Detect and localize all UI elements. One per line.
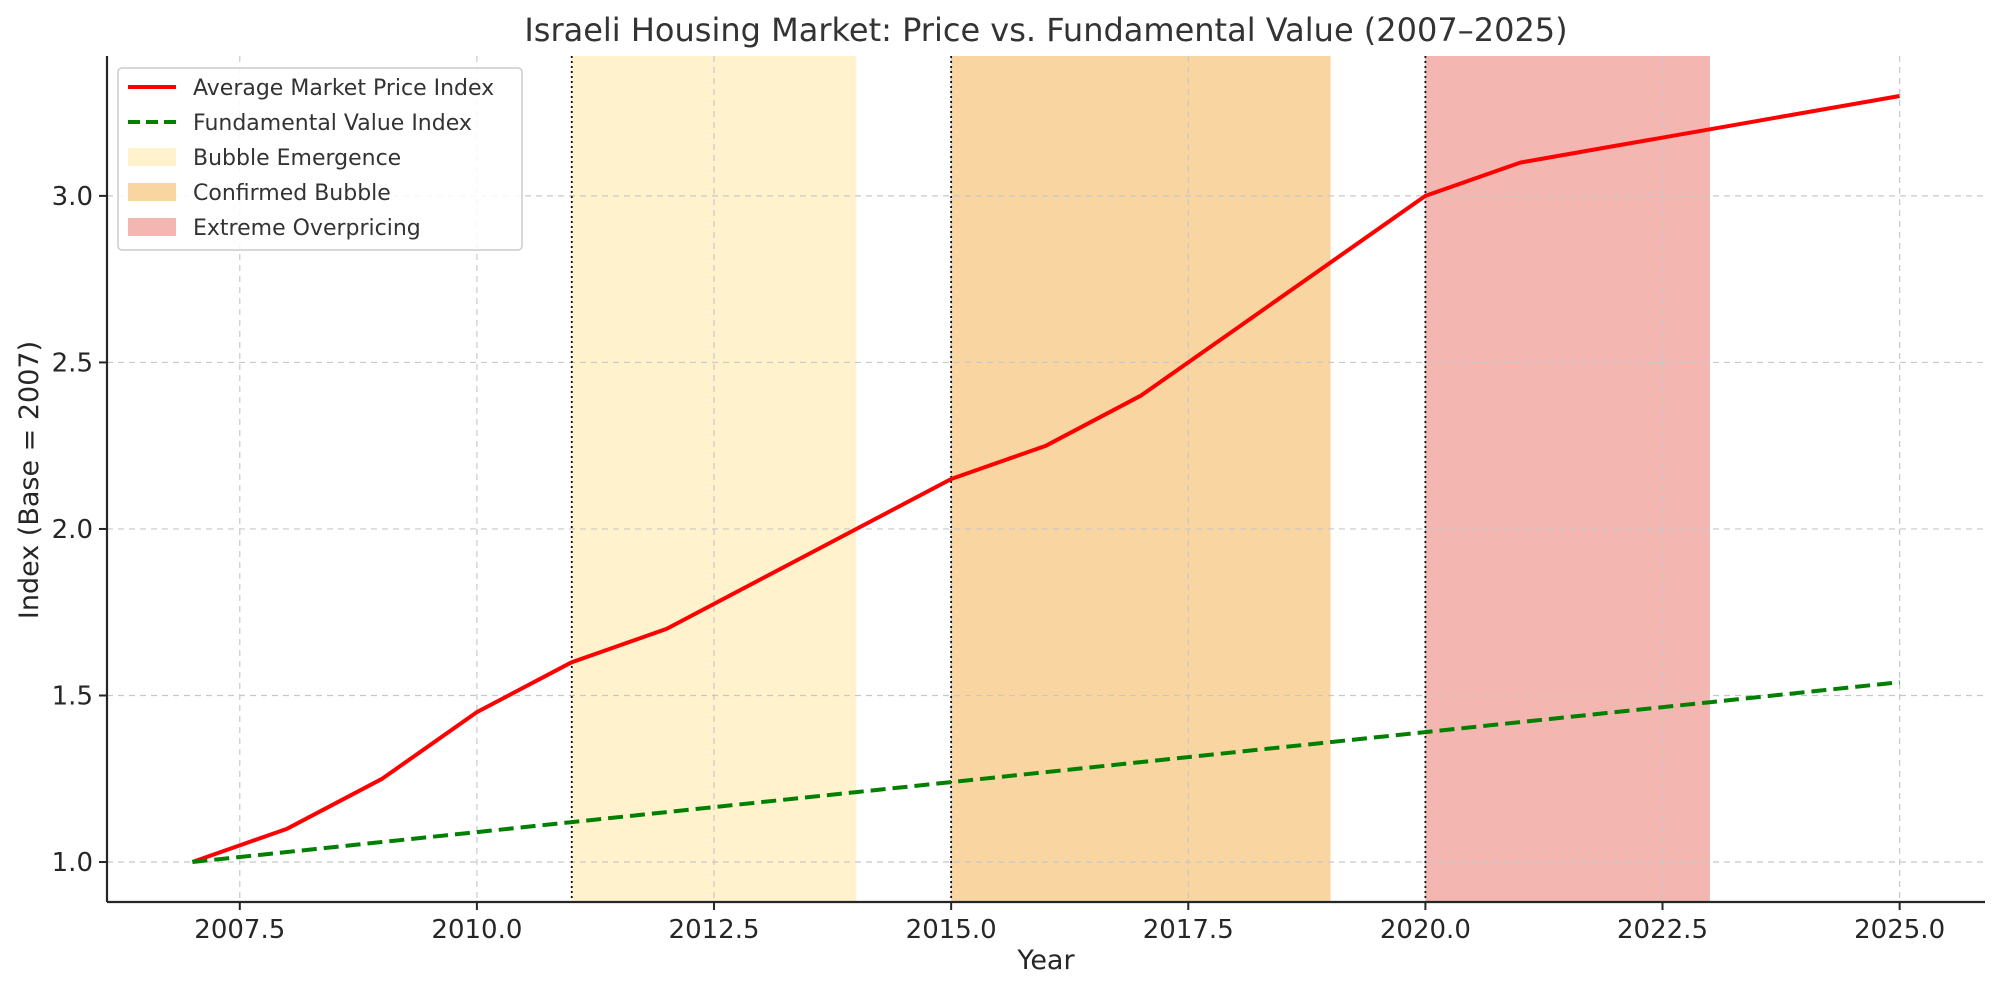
series-line-fundamental-value-index xyxy=(192,680,1900,864)
legend-label: Confirmed Bubble xyxy=(193,181,391,206)
y-tick-label: 2.5 xyxy=(52,348,93,378)
x-tick-label: 2015.0 xyxy=(906,915,997,945)
legend-swatch-patch xyxy=(128,183,176,201)
chart-title: Israeli Housing Market: Price vs. Fundam… xyxy=(524,11,1567,49)
legend-label: Average Market Price Index xyxy=(193,76,494,101)
y-tick-label: 1.0 xyxy=(52,848,93,878)
x-tick-label: 2017.5 xyxy=(1143,915,1234,945)
legend-swatch-patch xyxy=(128,218,176,236)
series xyxy=(191,94,1900,864)
y-axis-title: Index (Base = 2007) xyxy=(14,341,45,619)
x-tick-label: 2022.5 xyxy=(1617,915,1708,945)
legend-entry: Bubble Emergence xyxy=(128,146,401,171)
legend-label: Fundamental Value Index xyxy=(193,111,472,136)
x-tick-label: 2020.0 xyxy=(1380,915,1471,945)
legend-label: Extreme Overpricing xyxy=(193,216,421,241)
x-tick-label: 2025.0 xyxy=(1854,915,1945,945)
legend-box xyxy=(117,67,523,251)
y-tick-label: 1.5 xyxy=(52,681,93,711)
x-tick-label: 2007.5 xyxy=(194,915,285,945)
x-tick-label: 2010.0 xyxy=(431,915,522,945)
legend-entry: Fundamental Value Index xyxy=(128,111,472,136)
y-tick-label: 3.0 xyxy=(52,182,93,212)
legend-entry: Confirmed Bubble xyxy=(128,181,391,206)
tick-labels: 2007.5 2010.0 2012.5 2015.0 2017.5 2020.0 2022… xyxy=(52,182,1945,945)
legend-entry: Extreme Overpricing xyxy=(128,216,421,241)
legend-label: Bubble Emergence xyxy=(193,146,401,171)
legend-swatch-patch xyxy=(128,148,176,166)
legend: Average Market Price Index Fundamental Va… xyxy=(117,67,523,251)
x-tick-label: 2012.5 xyxy=(669,915,760,945)
y-tick-label: 2.0 xyxy=(52,515,93,545)
series-line-average-market-price-index xyxy=(191,94,1900,864)
x-axis-title: Year xyxy=(1016,945,1075,976)
shaded-regions xyxy=(571,56,1710,902)
axes xyxy=(105,56,1985,904)
legend-entry: Average Market Price Index xyxy=(128,76,494,101)
